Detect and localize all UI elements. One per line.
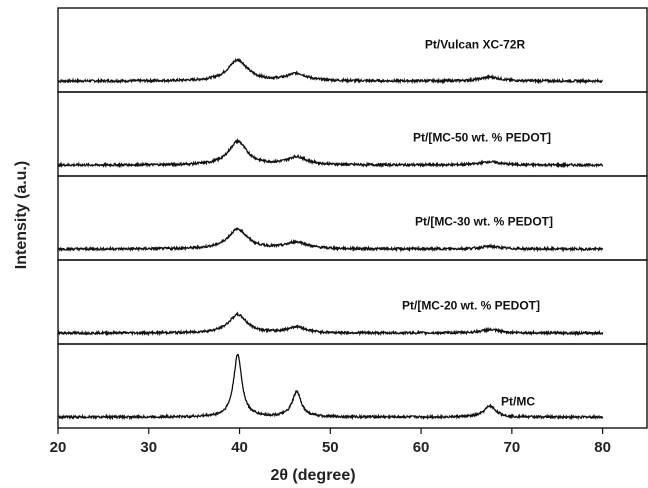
series-label: Pt/Vulcan XC-72R: [425, 37, 526, 51]
x-tick-label: 80: [594, 439, 611, 456]
x-tick-label: 30: [140, 439, 157, 456]
series-label: Pt/MC: [501, 394, 535, 408]
series-label: Pt/[MC-50 wt. % PEDOT]: [413, 131, 551, 145]
panel-frame: [57, 343, 648, 429]
series-line: [57, 137, 604, 169]
series-line: [57, 57, 603, 85]
x-tick-label: 20: [50, 439, 67, 456]
series-labels: Pt/Vulcan XC-72R Pt/[MC-50 wt. % PEDOT] Pt…: [402, 37, 553, 408]
series-label: Pt/[MC-30 wt. % PEDOT]: [415, 215, 553, 229]
x-tick-label: 40: [231, 439, 248, 456]
x-axis-title: 2θ (degree): [270, 467, 355, 484]
x-tick-label: 60: [413, 439, 430, 456]
x-tick-label: 50: [322, 439, 339, 456]
series-line: [57, 353, 604, 421]
series-line: [57, 227, 604, 253]
x-axis-ticks: 20 30 40 50 60 70 80: [50, 428, 611, 456]
y-axis-title: Intensity (a.u.): [13, 161, 30, 269]
panel-frame: [57, 259, 648, 345]
series-label: Pt/[MC-20 wt. % PEDOT]: [402, 299, 540, 313]
series-curves: [57, 57, 604, 421]
panel-frames: [57, 7, 648, 429]
x-tick-label: 70: [504, 439, 521, 456]
series-line: [57, 311, 604, 337]
